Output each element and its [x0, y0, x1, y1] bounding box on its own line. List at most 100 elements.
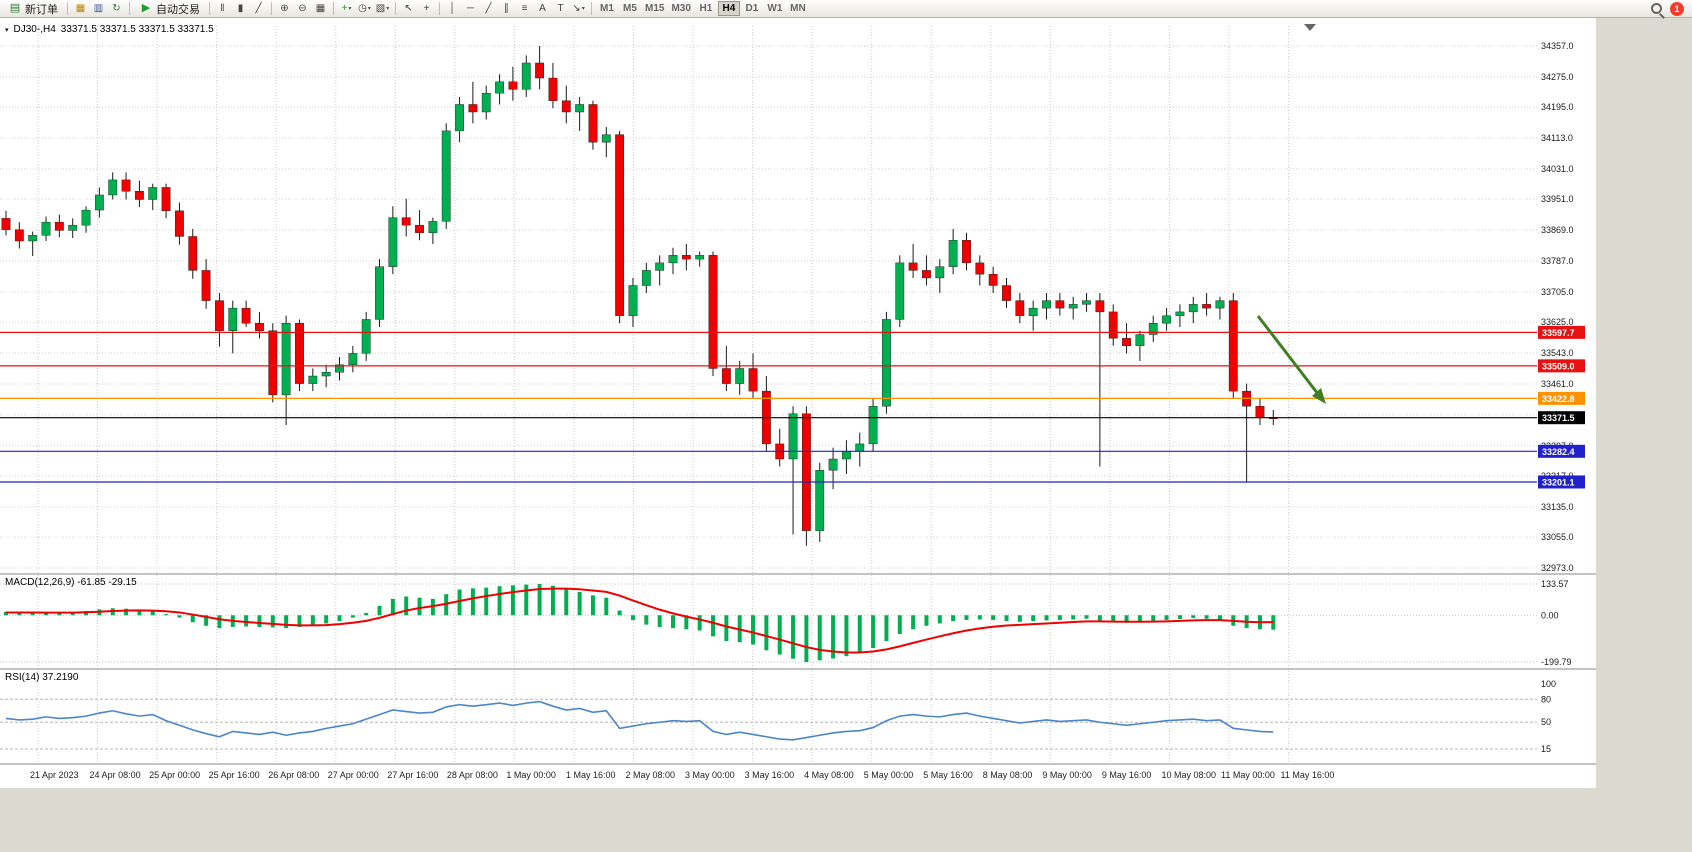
bull-candle	[308, 375, 318, 384]
timeframe-m30-button[interactable]: M30	[671, 3, 691, 14]
toolbar-separator	[439, 2, 440, 15]
timeframe-m1-button[interactable]: M1	[600, 3, 614, 14]
bull-candle	[575, 104, 585, 113]
time-axis-label: 10 May 08:00	[1161, 770, 1216, 780]
profiles-icon[interactable]: ▥	[93, 2, 104, 14]
bull-candle	[668, 255, 678, 264]
price-axis-label: 33625.0	[1541, 317, 1574, 327]
trendline-icon[interactable]: ╱	[485, 2, 492, 14]
bull-candle	[108, 179, 118, 196]
horizontal-line-icon[interactable]: ─	[466, 2, 475, 14]
timeframe-h1-button[interactable]: H1	[699, 3, 713, 14]
price-tag-label: 33371.5	[1542, 413, 1575, 423]
zoom-in-icon[interactable]: ⊕	[280, 2, 289, 14]
bear-candle	[748, 368, 758, 392]
line-chart-icon[interactable]: ╱	[255, 2, 262, 14]
bull-candle	[1042, 300, 1051, 309]
macd-indicator-label: MACD(12,26,9) -61.85 -29.15	[5, 577, 137, 588]
bear-candle	[1055, 300, 1065, 309]
refresh-icon[interactable]: ↻	[112, 2, 121, 14]
bull-candle	[1068, 304, 1078, 309]
window-right-margin	[1596, 18, 1692, 852]
autotrading-label: 自动交易	[156, 3, 200, 16]
bull-candle	[1175, 311, 1185, 316]
vertical-line-icon[interactable]: │	[449, 2, 456, 14]
time-axis-label: 26 Apr 08:00	[268, 770, 319, 780]
zoom-out-icon[interactable]: ⊖	[298, 2, 307, 14]
bull-candle	[41, 221, 51, 236]
bear-candle	[415, 224, 424, 233]
time-axis-label: 9 May 00:00	[1042, 770, 1092, 780]
chart-title-bar: ▾ DJ30-,H4 33371.5 33371.5 33371.5 33371…	[5, 24, 214, 35]
time-axis-label: 24 Apr 08:00	[90, 770, 141, 780]
macd-values: -61.85 -29.15	[77, 577, 137, 588]
periods-icon[interactable]: ◷ ▾	[358, 2, 371, 14]
notification-badge[interactable]: 1	[1670, 1, 1684, 16]
toolbar-separator	[67, 2, 68, 15]
autotrading-button[interactable]: ▶ 自动交易	[134, 1, 205, 17]
price-axis-label: 34275.0	[1541, 72, 1574, 82]
bear-candle	[681, 255, 691, 260]
bull-candle	[628, 285, 638, 316]
bear-candle	[588, 104, 598, 143]
rsi-line	[5, 700, 1274, 741]
new-order-button[interactable]: ▤ 新订单	[3, 1, 63, 17]
text-label-icon[interactable]: T	[557, 2, 564, 14]
price-tag	[1538, 391, 1585, 405]
arrows-icon[interactable]: ↘ ▾	[572, 2, 585, 14]
price-tag-label: 33201.1	[1542, 477, 1575, 487]
time-axis-label: 1 May 00:00	[506, 770, 556, 780]
timeframe-m5-button[interactable]: M5	[623, 3, 637, 14]
price-tag	[1538, 325, 1585, 339]
price-axis-label: 34195.0	[1541, 102, 1574, 112]
bar-chart-icon[interactable]: ‖	[220, 2, 225, 14]
equidistant-channel-icon[interactable]: ∥	[504, 2, 509, 14]
candlestick-chart-icon[interactable]: ▮	[237, 2, 244, 14]
order-ticket-icon: ▤	[9, 2, 21, 14]
cursor-icon[interactable]: ↖	[404, 2, 413, 14]
bear-candle	[561, 100, 571, 113]
bear-candle	[14, 229, 24, 242]
chart-canvas[interactable]: 21 Apr 2023 24 Apr 08:00 25 Apr 00:00 25 Ap…	[0, 18, 1692, 852]
timeframe-h4-button[interactable]: H4	[717, 1, 740, 16]
indicators-icon[interactable]: + ▾	[341, 2, 352, 14]
bear-candle	[975, 262, 985, 275]
time-axis-label: 4 May 08:00	[804, 770, 854, 780]
crosshair-icon[interactable]: +	[423, 2, 430, 14]
bear-candle	[175, 210, 184, 237]
fibonacci-icon[interactable]: ≡	[521, 2, 528, 14]
down-arrow-annotation[interactable]	[1256, 315, 1320, 395]
window-menu-icon[interactable]: ▾	[5, 26, 9, 34]
timeframe-mn-button[interactable]: MN	[790, 3, 806, 14]
timeframe-m15-button[interactable]: M15	[645, 3, 665, 14]
bull-candle	[1188, 304, 1198, 313]
bull-candle	[655, 262, 665, 271]
timeframe-w1-button[interactable]: W1	[767, 3, 783, 14]
text-icon[interactable]: A	[539, 2, 546, 14]
bear-candle	[1255, 405, 1265, 418]
bear-candle	[268, 330, 278, 396]
bull-candle	[1082, 300, 1091, 305]
macd-signal-line	[6, 587, 1274, 654]
templates-icon[interactable]: ▧ ▾	[375, 2, 390, 14]
chart-window: 21 Apr 2023 24 Apr 08:00 25 Apr 00:00 25 Ap…	[0, 18, 1692, 852]
bull-candle	[788, 413, 798, 460]
tile-windows-icon[interactable]: ▦	[315, 2, 326, 14]
bull-candle	[94, 194, 104, 211]
toolbar-separator	[271, 2, 272, 15]
bear-candle	[535, 62, 545, 79]
bull-candle	[495, 81, 504, 94]
price-axis-label: 33135.0	[1541, 502, 1574, 512]
macd-scale-label: 0.00	[1541, 610, 1559, 620]
bull-candle	[375, 266, 384, 320]
bull-candle	[68, 224, 78, 231]
rsi-scale-label: 100	[1541, 679, 1556, 689]
chart-shift-marker[interactable]	[1304, 24, 1316, 31]
new-chart-icon[interactable]: ▦	[75, 2, 86, 14]
dropdown-caret-icon: ▾	[386, 6, 390, 12]
timeframe-d1-button[interactable]: D1	[745, 3, 759, 14]
dropdown-caret-icon: ▾	[367, 6, 371, 12]
bull-candle	[148, 187, 158, 200]
search-icon[interactable]	[1651, 3, 1662, 14]
price-axis-label: 33705.0	[1541, 287, 1574, 297]
